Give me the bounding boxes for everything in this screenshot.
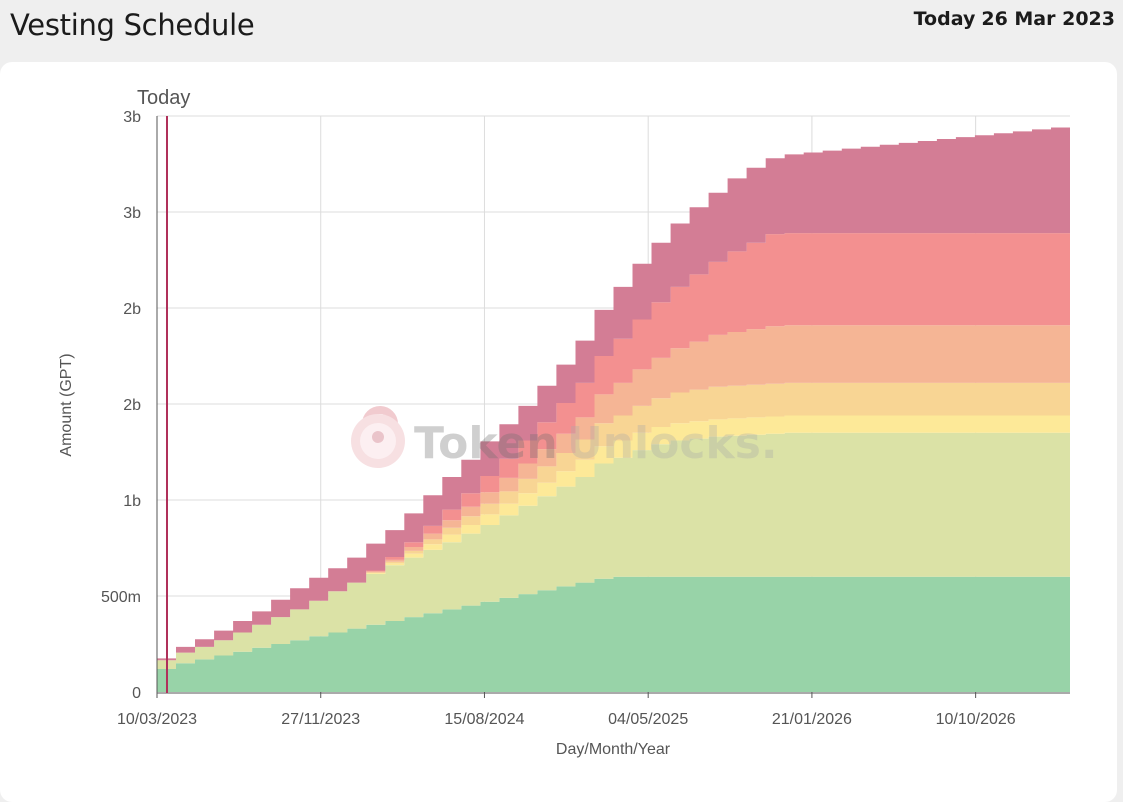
x-tick-label: 21/01/2026 <box>772 711 852 728</box>
y-tick-label: 0 <box>132 685 141 702</box>
page-title: Vesting Schedule <box>10 8 255 42</box>
today-marker-label: Today <box>137 87 190 109</box>
series-area-1 <box>157 576 1070 692</box>
y-tick-label: 1b <box>123 493 141 510</box>
y-tick-label: 3b <box>123 205 141 222</box>
y-tick-label: 500m <box>101 589 141 606</box>
chart-card: Token Unlocks. Today 0 500m 1b 2b 2b 3b 3b 10/0… <box>0 62 1117 802</box>
series-areas <box>157 127 1070 692</box>
today-label: Today <box>913 8 976 30</box>
vesting-chart: Token Unlocks. Today 0 500m 1b 2b 2b 3b 3b 10/0… <box>58 87 1070 758</box>
y-tick-label: 3b <box>123 109 141 126</box>
series-area-4 <box>157 382 1070 661</box>
series-area-6 <box>157 233 1070 661</box>
x-tick-label: 15/08/2024 <box>444 711 524 728</box>
x-tick-label: 10/10/2026 <box>936 711 1016 728</box>
x-tick-label: 10/03/2023 <box>117 711 197 728</box>
today-marker: Today <box>137 87 190 693</box>
x-axis-title: Day/Month/Year <box>556 741 671 758</box>
tick-labels: 0 500m 1b 2b 2b 3b 3b 10/03/2023 27/11/2023 15/08… <box>101 109 1016 728</box>
y-tick-label: 2b <box>123 301 141 318</box>
y-tick-label: 2b <box>123 397 141 414</box>
watermark-unlocks-text: Unlocks. <box>567 418 778 469</box>
lock-logo-icon <box>351 406 405 468</box>
x-tick-label: 04/05/2025 <box>608 711 688 728</box>
watermark-token-text: Token <box>414 418 558 469</box>
tokenunlocks-watermark: Token Unlocks. <box>351 406 778 469</box>
y-axis-title: Amount (GPT) <box>58 353 75 456</box>
today-date: 26 Mar 2023 <box>981 8 1115 30</box>
axes <box>156 116 1070 698</box>
series-area-7 <box>157 127 1070 661</box>
today-date-display: Today 26 Mar 2023 <box>914 8 1115 30</box>
series-area-2 <box>157 432 1070 669</box>
x-tick-label: 27/11/2023 <box>281 711 360 728</box>
